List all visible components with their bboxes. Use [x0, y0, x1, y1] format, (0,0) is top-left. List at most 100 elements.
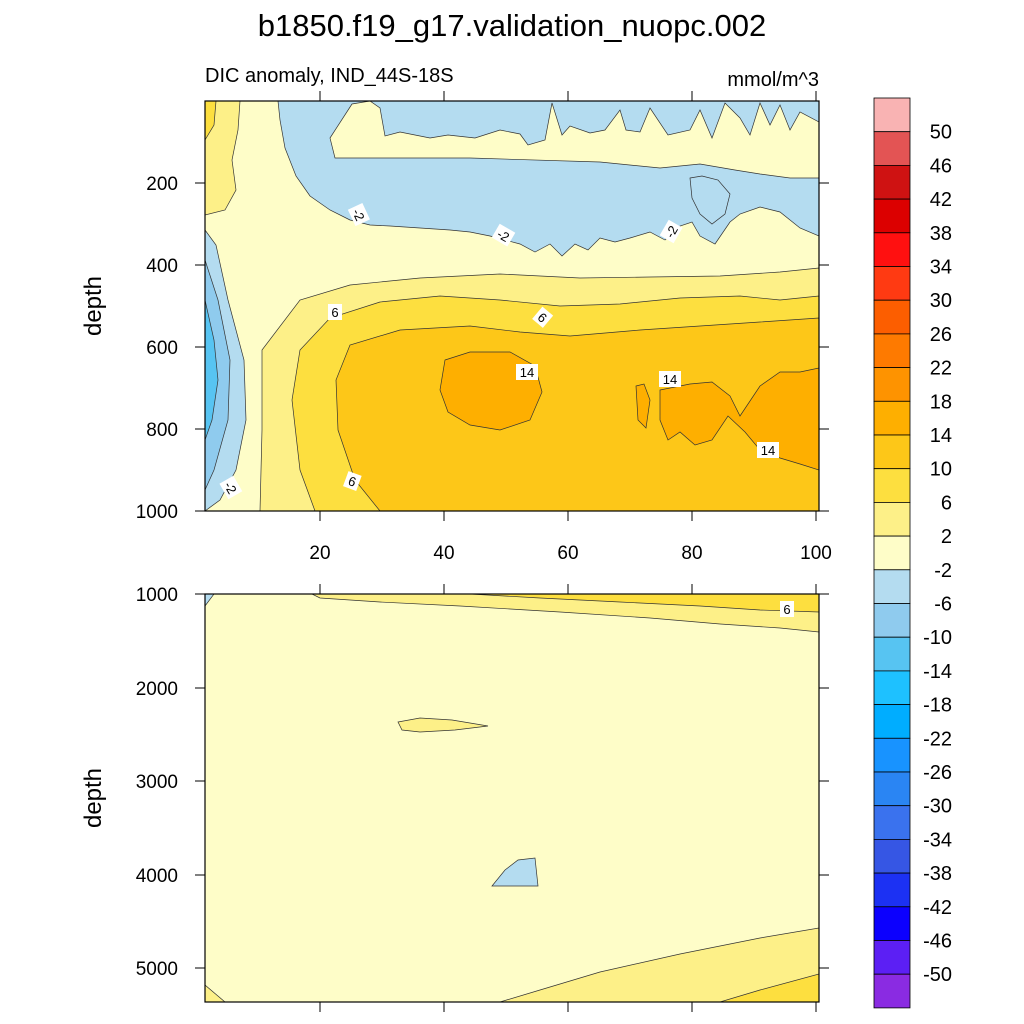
colorbar-box: [873, 299, 911, 335]
y-tick-label: 800: [146, 420, 178, 441]
upper-x-ticks: [319, 91, 817, 521]
colorbar-label: 2: [941, 526, 952, 548]
lower-y-ticks: [195, 593, 829, 969]
colorbar-label: 26: [930, 324, 952, 346]
colorbar-label: 50: [930, 122, 952, 144]
y-tick-label: 400: [146, 256, 178, 277]
colorbar-label: -18: [923, 695, 952, 717]
x-tick-label: 20: [309, 543, 330, 564]
colorbar-label: -22: [923, 728, 952, 750]
x-tick-label: 60: [557, 543, 578, 564]
band-pale-yellow: [205, 594, 819, 1002]
colorbar-label: 22: [930, 358, 952, 380]
upper-contour-field: [205, 101, 819, 511]
contour-label: 6: [783, 602, 790, 617]
colorbar-box: [873, 603, 911, 638]
colorbar-label: -34: [923, 829, 952, 851]
colorbar-box: [873, 569, 911, 604]
contour-label: 14: [520, 365, 534, 380]
lower-y-axis-label: depth: [80, 768, 107, 828]
colorbar-label: -46: [923, 931, 952, 953]
colorbar-label: -38: [923, 863, 952, 885]
colorbar-label: 38: [930, 223, 952, 245]
y-tick-label: 200: [146, 174, 178, 195]
band-yellow-2: [499, 927, 819, 1002]
contour-label: 14: [761, 443, 775, 458]
colorbar-label: 30: [930, 290, 952, 312]
colorbar-label: -42: [923, 897, 952, 919]
colorbar-box: [873, 468, 911, 503]
colorbar-label: 14: [930, 425, 952, 447]
y-tick-label: 600: [146, 338, 178, 359]
colorbar-label: -10: [923, 627, 952, 649]
band-light-blue: [491, 857, 539, 887]
colorbar-label: -14: [923, 661, 952, 683]
y-tick-label: 4000: [136, 866, 178, 887]
colorbar-box: [873, 940, 911, 975]
band-orange-14: [659, 367, 819, 471]
colorbar-box: [873, 872, 911, 908]
colorbar-box: [873, 670, 911, 706]
lower-contour-field: [205, 594, 819, 1002]
colorbar: 50 46 42 38 34 30 26 22 18 14 10 6 2 -2 -6 -10 -14 -18 -22…: [873, 97, 952, 1009]
colorbar-label: 6: [941, 492, 952, 514]
upper-x-tick-labels: 20 40 60 80 100: [309, 543, 831, 564]
y-tick-label: 3000: [136, 772, 178, 793]
colorbar-label: 46: [930, 155, 952, 177]
upper-plot-frame: [204, 100, 820, 512]
band-light-blue: [205, 594, 215, 607]
colorbar-box: [873, 367, 911, 402]
y-tick-label: 1000: [136, 502, 178, 523]
x-tick-label: 80: [681, 543, 702, 564]
band-yellow-6: [719, 973, 819, 1002]
colorbar-box: [873, 198, 911, 234]
colorbar-box: [873, 839, 911, 874]
colorbar-box: [873, 400, 911, 436]
contour-label: 6: [346, 473, 358, 490]
units-label: mmol/m^3: [727, 69, 819, 91]
colorbar-label: 34: [930, 257, 952, 279]
upper-y-tick-labels: 200 400 600 800 1000: [136, 174, 178, 523]
colorbar-box: [873, 164, 911, 200]
band-orange-14: [635, 383, 651, 429]
colorbar-box: [873, 232, 911, 267]
colorbar-label: -6: [934, 594, 952, 616]
colorbar-box: [873, 636, 911, 672]
colorbar-label: 18: [930, 391, 952, 413]
colorbar-label: 10: [930, 459, 952, 481]
colorbar-box: [873, 535, 911, 571]
colorbar-box: [873, 906, 911, 941]
y-tick-label: 1000: [136, 585, 178, 606]
upper-y-ticks: [195, 182, 829, 512]
band-light-blue: [689, 175, 731, 225]
colorbar-box: [873, 501, 911, 537]
colorbar-box: [873, 771, 911, 807]
y-tick-label: 5000: [136, 959, 178, 980]
colorbar-box: [873, 131, 911, 166]
x-tick-label: 40: [433, 543, 454, 564]
lower-plot-frame: [204, 593, 820, 1003]
y-tick-label: 2000: [136, 679, 178, 700]
band-yellow-2: [205, 101, 241, 216]
colorbar-box: [873, 737, 911, 773]
contour-label: 14: [663, 372, 677, 387]
colorbar-box: [873, 333, 911, 368]
colorbar-label: 42: [930, 189, 952, 211]
band-blue-14: [205, 299, 219, 441]
lower-x-ticks: [319, 584, 817, 1012]
upper-y-axis-label: depth: [80, 276, 107, 336]
x-tick-label: 100: [800, 543, 832, 564]
colorbar-box: [873, 97, 911, 133]
band-yellow-6: [469, 594, 819, 613]
colorbar-box: [873, 973, 911, 1009]
band-yellow-2: [205, 984, 226, 1002]
contour-label: 6: [331, 305, 338, 320]
colorbar-box: [873, 266, 911, 301]
left-subtitle: DIC anomaly, IND_44S-18S: [205, 65, 454, 87]
band-yellow-6: [205, 101, 217, 141]
lower-y-tick-labels: 1000 2000 3000 4000 5000: [136, 585, 178, 980]
colorbar-box: [873, 434, 911, 470]
colorbar-label: -50: [923, 964, 952, 986]
colorbar-label: -2: [934, 560, 952, 582]
